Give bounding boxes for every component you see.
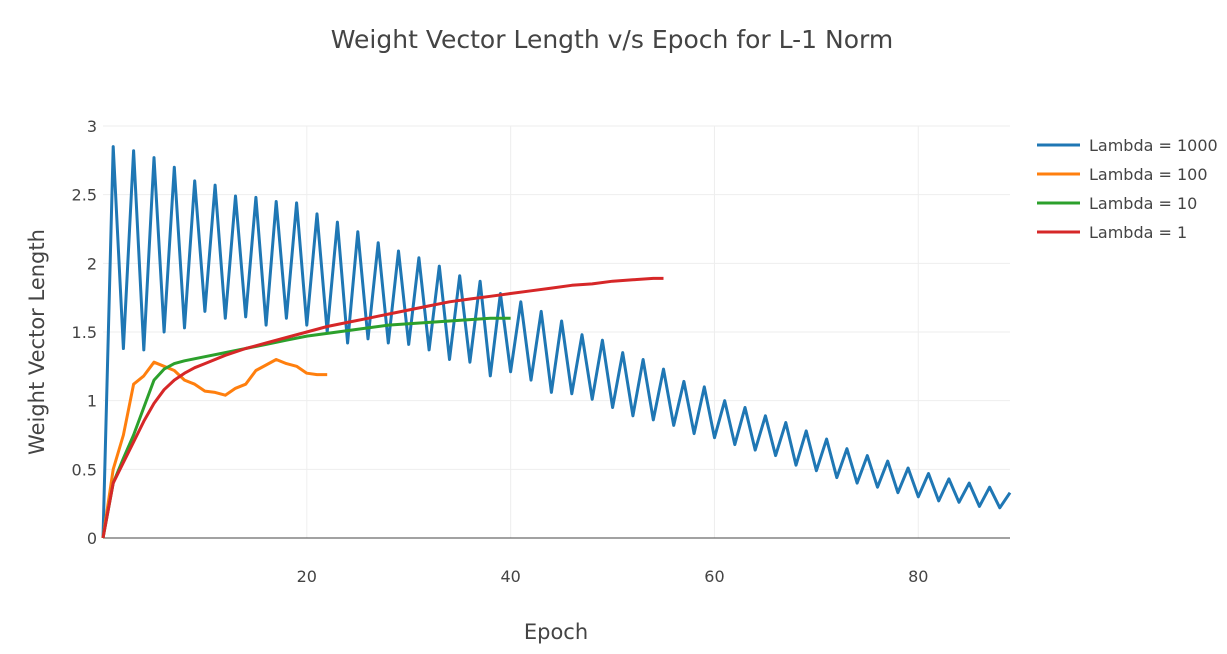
chart-title: Weight Vector Length v/s Epoch for L-1 N… (331, 25, 893, 54)
y-tick-label: 0.5 (72, 460, 97, 479)
legend-label: Lambda = 1 (1089, 223, 1187, 242)
x-tick-label: 20 (297, 567, 317, 586)
grid (103, 125, 1010, 538)
series-line-1[interactable] (101, 145, 1012, 539)
legend-label: Lambda = 1000 (1089, 136, 1218, 155)
x-tick-label: 80 (908, 567, 928, 586)
y-tick-label: 3 (87, 117, 97, 136)
legend[interactable]: Lambda = 1000 Lambda = 100 Lambda = 10 Lamb… (1037, 136, 1218, 242)
y-tick-label: 2 (87, 254, 97, 273)
x-tick-label: 60 (704, 567, 724, 586)
legend-label: Lambda = 10 (1089, 194, 1197, 213)
x-tick-label: 40 (500, 567, 520, 586)
legend-label: Lambda = 100 (1089, 165, 1208, 184)
x-ticks: 20 40 60 80 (297, 567, 929, 586)
y-axis-label: Weight Vector Length (25, 229, 49, 455)
y-tick-label: 1 (87, 392, 97, 411)
y-tick-label: 1.5 (72, 323, 97, 342)
x-axis-label: Epoch (524, 620, 588, 644)
legend-item[interactable]: Lambda = 1 (1037, 223, 1187, 242)
legend-item[interactable]: Lambda = 10 (1037, 194, 1197, 213)
y-tick-label: 2.5 (72, 186, 97, 205)
series-line-4[interactable] (101, 276, 664, 539)
y-tick-label: 0 (87, 529, 97, 548)
plot-area (101, 145, 1012, 539)
y-ticks: 0 0.5 1 1.5 2 2.5 3 (72, 117, 97, 548)
series-line-2[interactable] (101, 358, 328, 539)
legend-item[interactable]: Lambda = 1000 (1037, 136, 1218, 155)
legend-item[interactable]: Lambda = 100 (1037, 165, 1208, 184)
